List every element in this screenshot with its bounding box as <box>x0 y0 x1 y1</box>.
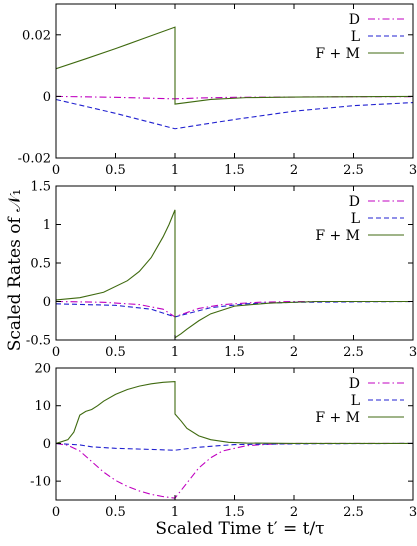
series-line-fm <box>56 380 413 444</box>
legend: DLF + M <box>315 376 404 426</box>
panel-1-plot-area <box>56 26 413 130</box>
legend-label: D <box>349 194 360 210</box>
y-tick-label: -0.02 <box>18 152 51 167</box>
legend-label: F + M <box>315 228 360 244</box>
series-line-l <box>56 442 413 451</box>
x-tick-label: 0.5 <box>105 505 126 520</box>
series-line-d <box>56 95 413 100</box>
y-tick-label: 20 <box>34 362 51 377</box>
series-line-d <box>56 300 413 318</box>
x-tick-label: 0 <box>52 505 60 520</box>
series-line-fm <box>56 26 413 105</box>
x-tick-label: 2.5 <box>343 345 364 360</box>
y-tick-label: 10 <box>34 399 51 414</box>
legend-label: L <box>351 393 360 409</box>
panel-3-plot-area <box>56 380 413 499</box>
x-tick-label: 2 <box>290 163 298 178</box>
x-tick-label: 1 <box>171 345 179 360</box>
legend: DLF + M <box>315 194 404 244</box>
x-tick-label: 1.5 <box>224 345 245 360</box>
legend: DLF + M <box>315 12 404 62</box>
series-line-fm <box>56 209 413 339</box>
x-tick-label: 2 <box>290 345 298 360</box>
x-tick-label: 0 <box>52 163 60 178</box>
legend-label: L <box>351 211 360 227</box>
y-tick-label: -0.5 <box>26 334 51 349</box>
x-tick-label: 2.5 <box>343 163 364 178</box>
legend-label: D <box>349 376 360 392</box>
x-tick-label: 0.5 <box>105 163 126 178</box>
x-tick-label: 1.5 <box>224 505 245 520</box>
x-tick-label: 1 <box>171 505 179 520</box>
x-tick-label: 2 <box>290 505 298 520</box>
x-tick-label: 1.5 <box>224 163 245 178</box>
y-tick-label: 0 <box>43 90 51 105</box>
y-tick-label: 0 <box>43 295 51 310</box>
x-tick-label: 3 <box>409 505 417 520</box>
y-tick-label: 0 <box>43 437 51 452</box>
series-line-l <box>56 98 413 130</box>
x-tick-label: 0.5 <box>105 345 126 360</box>
panel-2-plot-area <box>56 209 413 339</box>
y-tick-label: 1 <box>43 218 51 233</box>
y-tick-label: 0.02 <box>22 28 51 43</box>
x-tick-label: 1 <box>171 163 179 178</box>
series-line-d <box>56 442 413 499</box>
figure-ylabel: Scaled Rates of 𝒩₁ <box>5 189 25 351</box>
y-tick-label: -10 <box>30 475 51 490</box>
x-tick-label: 3 <box>409 345 417 360</box>
figure-xlabel: Scaled Time t′ = t/τ <box>155 519 324 539</box>
series-line-l <box>56 300 413 318</box>
x-tick-label: 2.5 <box>343 505 364 520</box>
legend-label: F + M <box>315 410 360 426</box>
y-tick-label: 1.5 <box>30 180 51 195</box>
legend-label: D <box>349 12 360 28</box>
x-tick-label: 3 <box>409 163 417 178</box>
y-tick-label: 0.5 <box>30 257 51 272</box>
legend-label: F + M <box>315 46 360 62</box>
x-tick-label: 0 <box>52 345 60 360</box>
legend-label: L <box>351 29 360 45</box>
